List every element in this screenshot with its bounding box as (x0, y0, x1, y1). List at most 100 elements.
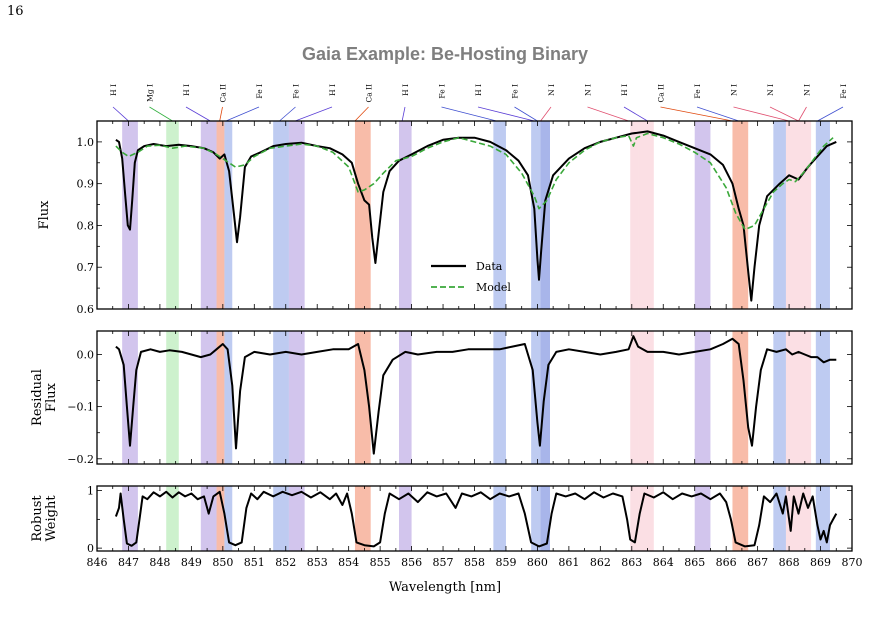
line-label-connector (587, 106, 629, 122)
spectral-band (630, 486, 639, 551)
spectral-band (200, 121, 217, 309)
x-ticks (96, 121, 853, 309)
spectral-band (354, 486, 371, 551)
line-label: Ca II (657, 84, 666, 103)
line-label: N I (730, 84, 739, 96)
y-tick-label: 0.8 (77, 219, 95, 232)
legend: Data Model (431, 260, 511, 294)
spectral-band (694, 121, 711, 309)
spectral-band (216, 121, 225, 309)
line-label: Fe I (693, 84, 702, 99)
x-tick-label: 859 (495, 556, 516, 569)
y-axis-label: Residual (30, 369, 45, 426)
y-axis-label: Weight (44, 495, 59, 542)
line-label-connector (354, 106, 369, 122)
line-label-connector (733, 106, 790, 122)
spectral-bands (122, 121, 830, 309)
x-ticks (96, 486, 853, 551)
spectral-band (166, 486, 179, 551)
x-tick-label: 870 (842, 556, 863, 569)
x-tick-label: 855 (370, 556, 391, 569)
series-line-model (115, 132, 834, 231)
spectral-band (354, 121, 371, 309)
x-tick-label: 847 (118, 556, 139, 569)
line-label-connector (798, 106, 807, 122)
line-label: H I (109, 84, 118, 96)
y-axis-label: Flux (37, 200, 52, 230)
spectral-band (732, 331, 749, 464)
y-tick-label: 0.6 (77, 303, 95, 316)
line-label: H I (474, 84, 483, 96)
line-label-connector (219, 106, 223, 122)
line-label: N I (584, 84, 593, 96)
y-axis-label: Robust (30, 495, 45, 542)
spectral-band (273, 331, 289, 464)
spectral-band (531, 121, 541, 309)
x-tick-label: 865 (684, 556, 705, 569)
line-label-connector (185, 106, 211, 122)
spectral-line-labels: H I Mg I H I Ca II Fe I Fe I H I Ca II H I Fe I H … (109, 84, 848, 122)
line-label-connector (817, 106, 844, 122)
spectral-band (166, 121, 179, 309)
series-line-residual (115, 335, 837, 455)
line-label: H I (182, 84, 191, 96)
line-label: N I (547, 84, 556, 96)
line-label: Fe I (839, 84, 848, 99)
spectral-band (732, 486, 749, 551)
y-tick-label: 1 (87, 485, 94, 498)
x-tick-label: 848 (149, 556, 170, 569)
line-label-connector (225, 106, 260, 122)
y-axis: −0.2 −0.1 0.0 (67, 348, 852, 466)
spectral-band (224, 331, 233, 464)
spectral-band (694, 486, 711, 551)
spectral-band (531, 486, 541, 551)
x-tick-label: 860 (527, 556, 548, 569)
line-label: Fe I (255, 84, 264, 99)
spectral-band (224, 486, 233, 551)
chart-title: Gaia Example: Be-Hosting Binary (302, 44, 588, 64)
line-label-connector (295, 106, 333, 122)
spectral-band (815, 331, 830, 464)
spectral-band (493, 331, 506, 464)
line-label: H I (401, 84, 410, 96)
spectral-band (354, 331, 371, 464)
spectral-band (773, 486, 786, 551)
line-label: Fe I (438, 84, 447, 99)
x-tick-label: 852 (275, 556, 296, 569)
spectral-band (224, 121, 233, 309)
spectral-band (630, 121, 639, 309)
spectral-band (122, 121, 138, 309)
series-line-weight (114, 490, 838, 548)
line-label-connector (477, 106, 535, 122)
page-number: 16 (7, 4, 24, 19)
spectral-band (200, 331, 217, 464)
legend-label: Data (476, 260, 503, 273)
line-label-connector (112, 106, 129, 122)
y-tick-label: 0.9 (77, 178, 95, 191)
y-axis: 01 (87, 485, 852, 555)
spectral-band (493, 486, 506, 551)
line-label: Fe I (511, 84, 520, 99)
x-tick-label: 850 (212, 556, 233, 569)
spectral-band (493, 121, 506, 309)
spectral-band (288, 331, 305, 464)
x-tick-label: 862 (590, 556, 611, 569)
spectral-band (288, 121, 305, 309)
line-label: Ca II (365, 84, 374, 103)
line-label-connector (401, 106, 406, 122)
x-tick-label: 851 (244, 556, 265, 569)
spectral-band (540, 331, 550, 464)
x-tick-label: 846 (87, 556, 108, 569)
series-lines (114, 490, 838, 548)
series-lines (115, 335, 837, 455)
x-tick-label: 849 (181, 556, 202, 569)
spectral-band (399, 486, 412, 551)
spectral-band (216, 486, 225, 551)
spectral-band (785, 331, 799, 464)
spectral-band (540, 486, 550, 551)
spectral-band (638, 121, 654, 309)
line-label: H I (620, 84, 629, 96)
series-lines (115, 130, 837, 302)
